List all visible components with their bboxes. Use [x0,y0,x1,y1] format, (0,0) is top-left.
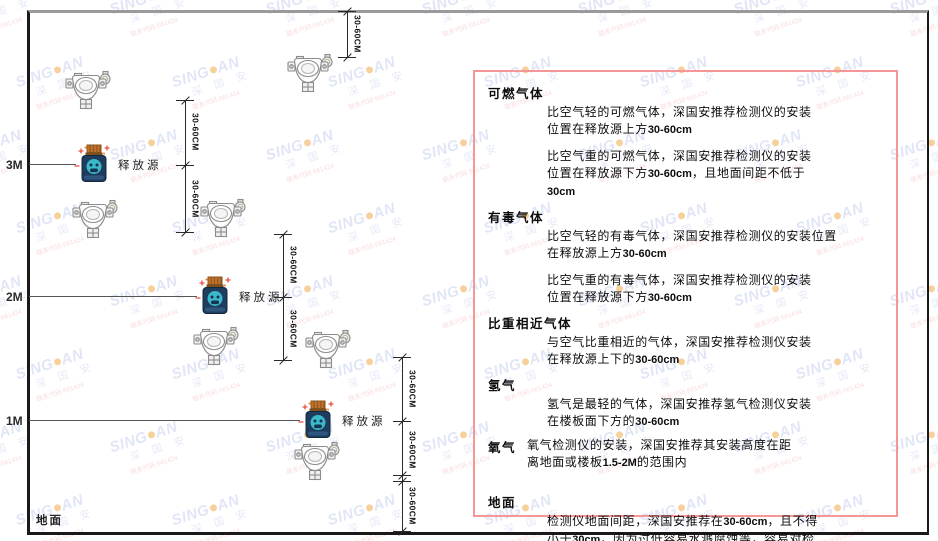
release-source-label: 释放源 [118,160,162,172]
axis-label-1m: 1M [6,414,23,428]
release-source-icon [74,144,114,189]
gas-section-heading: 比重相近气体 [488,317,573,331]
gas-section-body: 比空气轻的可燃气体，深国安推荐检测仪的安装 位置在释放源上方30-60cm 比空气重… [547,104,886,201]
watermark-dot-icon [146,0,156,2]
gas-section-paragraph: 比空气轻的有毒气体，深国安推荐检测仪的安装位置 在释放源上方30-60cm [547,229,837,260]
gas-section-heading: 氢气 [488,379,517,393]
gas-section-body: 氢气是最轻的气体，深国安推荐氢气检测仪安装 在楼板面下方的30-60cm [547,396,886,431]
gas-section-body: 检测仪地面间距，深国安推荐在30-60cm，且不得 小于30cm，因为过低容易水溅… [547,513,886,541]
gas-section-paragraph: 氧气检测仪的安装，深国安推荐其安装高度在距 离地面或楼板1.5-2M的范围内 [527,438,792,469]
dimension-label: 30-60CM [407,370,418,408]
gas-section: 氢气氢气是最轻的气体，深国安推荐氢气检测仪安装 在楼板面下方的30-60cm [488,375,886,431]
watermark-dot-icon [926,0,936,2]
gas-section-heading: 可燃气体 [488,87,545,101]
gas-detector-icon [305,325,351,374]
gas-section-paragraph: 与空气比重相近的气体，深国安推荐检测仪安装 在释放源上下的30-60cm [547,335,812,366]
dimension-label: 30-60CM [288,246,299,284]
dimension-line [347,11,348,57]
gas-section-heading: 氧气 [488,441,517,455]
gas-detector-icon [200,194,246,243]
gas-detector-icon [65,66,111,115]
dimension-line [402,357,403,531]
gas-section: 地面检测仪地面间距，深国安推荐在30-60cm，且不得 小于30cm，因为过低容易… [488,492,886,541]
release-source-label: 释放源 [342,416,386,428]
dimension-label: 30-60CM [190,113,201,151]
release-source-label: 释放源 [239,292,283,304]
watermark-dot-icon [614,0,624,2]
gas-section: 可燃气体 比空气轻的可燃气体，深国安推荐检测仪的安装 位置在释放源上方30-60cm… [488,83,886,201]
gas-section-paragraph: 检测仪地面间距，深国安推荐在30-60cm，且不得 小于30cm，因为过低容易水溅… [547,514,818,541]
diagram-frame [27,10,929,535]
level-line-3m [29,164,76,165]
gas-detector-icon [193,322,239,371]
axis-label-2m: 2M [6,290,23,304]
dimension-label: 30-60CM [190,180,201,218]
watermark-dot-icon [770,0,780,2]
axis-label-3m: 3M [6,158,23,172]
dimension-label: 30-60CM [407,431,418,469]
dimension-label: 30-60CM [352,15,363,53]
gas-section-body: 与空气比重相近的气体，深国安推荐检测仪安装 在释放源上下的30-60cm [547,334,886,369]
dimension-label: 30-60CM [407,487,418,525]
release-source-icon [298,400,338,445]
level-line-2m [29,296,197,297]
gas-section: 比重相近气体与空气比重相近的气体，深国安推荐检测仪安装 在释放源上下的30-60c… [488,313,886,369]
gas-section-paragraph: 比空气重的可燃气体，深国安推荐检测仪的安装 位置在释放源下方30-60cm，且地面… [547,149,812,198]
gas-detector-icon [72,195,118,244]
info-panel: 可燃气体 比空气轻的可燃气体，深国安推荐检测仪的安装 位置在释放源上方30-60cm… [473,70,898,541]
release-source-icon [195,276,235,321]
gas-section: 氧气 氧气检测仪的安装，深国安推荐其安装高度在距 离地面或楼板1.5-2M的范围内 [488,437,886,472]
level-line-1m [29,420,300,421]
gas-section: 有毒气体 比空气轻的有毒气体，深国安推荐检测仪的安装位置 在释放源上方30-60cm… [488,207,886,307]
gas-section-body: 比空气轻的有毒气体，深国安推荐检测仪的安装位置 在释放源上方30-60cm 比空气重… [547,228,886,307]
gas-section-paragraph: 氢气是最轻的气体，深国安推荐氢气检测仪安装 在楼板面下方的30-60cm [547,397,812,428]
gas-detector-icon [287,49,333,98]
gas-section-paragraph: 比空气轻的可燃气体，深国安推荐检测仪的安装 位置在释放源上方30-60cm [547,105,812,136]
gas-section-heading: 有毒气体 [488,211,545,225]
gas-section-body: 氧气检测仪的安装，深国安推荐其安装高度在距 离地面或楼板1.5-2M的范围内 [527,437,886,472]
watermark-dot-icon [302,0,312,2]
gas-detector-icon [294,437,340,486]
ground-label: 地面 [36,515,63,527]
gas-section-heading: 地面 [488,496,517,510]
dimension-label: 30-60CM [288,310,299,348]
gas-section-paragraph: 比空气重的有毒气体，深国安推荐检测仪的安装 位置在释放源下方30-60cm [547,273,812,304]
watermark-dot-icon [458,0,468,2]
